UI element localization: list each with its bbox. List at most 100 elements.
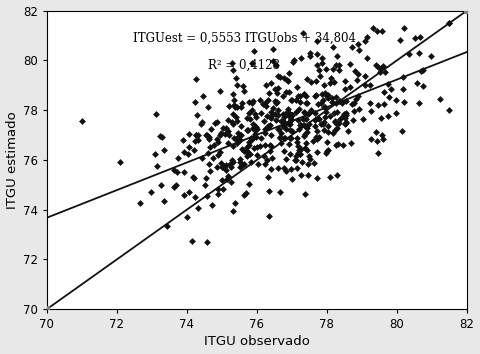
Point xyxy=(271,112,278,117)
Point xyxy=(445,107,453,113)
Point xyxy=(287,111,294,117)
Point xyxy=(416,50,423,56)
Point xyxy=(399,74,407,80)
Point xyxy=(220,164,228,170)
Point xyxy=(303,147,311,153)
Point xyxy=(243,127,251,133)
Point xyxy=(157,182,165,188)
Point xyxy=(328,99,336,105)
Point xyxy=(280,114,288,120)
Point xyxy=(213,119,220,125)
Point xyxy=(267,166,275,172)
Point xyxy=(272,117,279,123)
Point xyxy=(250,126,258,132)
Point xyxy=(231,200,239,206)
Point xyxy=(350,108,358,114)
Point xyxy=(223,162,230,168)
Point xyxy=(180,137,187,143)
Point xyxy=(286,122,293,127)
Point xyxy=(283,77,291,83)
Point xyxy=(233,118,241,124)
Point xyxy=(216,149,224,155)
Point xyxy=(272,98,279,103)
Point xyxy=(342,120,349,126)
Point xyxy=(274,113,282,118)
Point xyxy=(213,137,221,142)
Point xyxy=(301,110,309,116)
Point xyxy=(214,165,221,170)
Point xyxy=(257,136,264,141)
Point xyxy=(313,136,321,142)
Point xyxy=(329,130,337,136)
Point xyxy=(246,152,253,157)
Point xyxy=(427,53,435,59)
Point xyxy=(288,117,295,122)
Point xyxy=(246,110,253,116)
Point xyxy=(384,81,392,87)
Point xyxy=(341,78,348,84)
Point xyxy=(387,86,395,92)
Point xyxy=(343,110,350,116)
Point xyxy=(262,143,269,148)
Point xyxy=(280,148,288,154)
Point xyxy=(274,74,282,79)
Point xyxy=(302,93,310,99)
Point xyxy=(215,187,222,192)
Point xyxy=(284,107,292,112)
Point xyxy=(276,126,283,132)
Point xyxy=(251,48,258,53)
Point xyxy=(269,105,277,110)
Point xyxy=(411,35,419,41)
Point xyxy=(288,177,296,182)
Point xyxy=(248,137,255,142)
Point xyxy=(303,126,311,131)
Point xyxy=(399,86,407,92)
Point xyxy=(341,115,349,120)
Point xyxy=(287,135,295,141)
Point xyxy=(237,133,244,138)
Point xyxy=(249,135,256,141)
Point xyxy=(355,47,363,52)
Point xyxy=(344,129,352,134)
Point xyxy=(199,94,206,99)
Point xyxy=(216,132,224,138)
Point xyxy=(288,97,296,103)
Point xyxy=(294,118,301,123)
Point xyxy=(240,88,248,94)
Point xyxy=(280,75,288,81)
Point xyxy=(228,60,236,66)
Point xyxy=(268,112,276,118)
Point xyxy=(272,63,280,68)
Point xyxy=(353,96,360,102)
Point xyxy=(315,134,323,140)
Point xyxy=(328,95,336,101)
Point xyxy=(251,124,259,129)
Point xyxy=(307,79,315,85)
Point xyxy=(263,113,271,119)
Point xyxy=(297,55,304,61)
Point xyxy=(252,134,259,140)
Point xyxy=(321,114,328,120)
Point xyxy=(279,118,287,124)
Point xyxy=(173,169,181,175)
Point xyxy=(378,28,386,34)
Point xyxy=(292,97,300,103)
Point xyxy=(282,169,290,174)
Point xyxy=(313,176,321,181)
Point xyxy=(191,99,199,105)
Point xyxy=(338,100,346,105)
Point xyxy=(307,156,314,162)
Point xyxy=(342,121,349,126)
Point xyxy=(205,161,213,167)
Point xyxy=(354,72,362,77)
Point xyxy=(271,86,279,92)
Point xyxy=(309,138,317,143)
Point xyxy=(261,118,268,124)
Point xyxy=(405,51,413,57)
Point xyxy=(189,174,196,179)
Point xyxy=(276,135,284,141)
Point xyxy=(312,93,319,99)
Point xyxy=(324,148,332,153)
Point xyxy=(419,83,427,88)
Point xyxy=(219,186,227,192)
